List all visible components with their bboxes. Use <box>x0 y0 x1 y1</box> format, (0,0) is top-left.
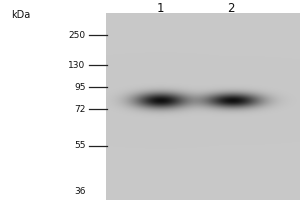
Text: 130: 130 <box>68 60 86 70</box>
Bar <box>106 14 300 200</box>
Text: kDa: kDa <box>11 10 31 20</box>
Text: 1: 1 <box>157 2 164 16</box>
Text: 95: 95 <box>74 83 85 92</box>
Text: 55: 55 <box>74 142 85 150</box>
Text: 2: 2 <box>227 2 235 16</box>
Text: 36: 36 <box>74 188 85 196</box>
Text: 72: 72 <box>74 104 85 114</box>
Text: 250: 250 <box>68 30 86 40</box>
